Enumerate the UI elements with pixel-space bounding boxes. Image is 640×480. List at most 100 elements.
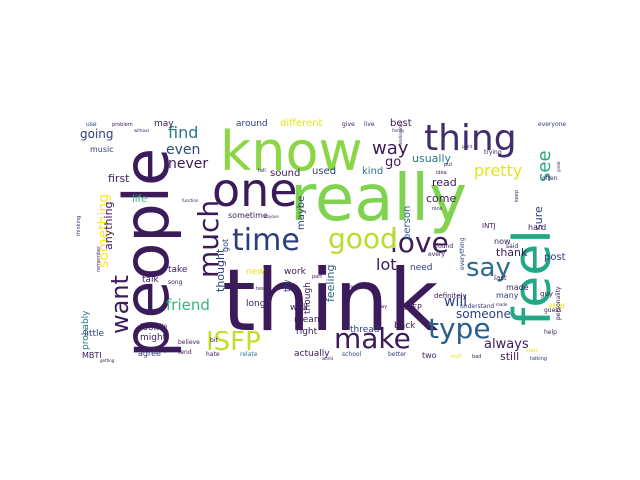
cloud-word-stuff: stuff xyxy=(450,354,462,360)
cloud-word-often: often xyxy=(542,175,558,182)
cloud-word-give: give xyxy=(342,121,355,128)
cloud-word-mbti: MBTI xyxy=(82,351,102,360)
cloud-word-feel: feel xyxy=(503,229,563,326)
cloud-word-see: see xyxy=(534,150,555,182)
cloud-word-tell: tell xyxy=(258,168,266,174)
cloud-word-kind: kind xyxy=(362,166,383,177)
cloud-word-go: go xyxy=(385,155,401,170)
cloud-word-family: family xyxy=(392,128,405,133)
cloud-word-quite: quite xyxy=(152,323,168,330)
cloud-word-tend: tend xyxy=(178,349,192,356)
cloud-word-made: made xyxy=(496,302,508,307)
cloud-word-take: take xyxy=(168,265,188,275)
cloud-word-friend: friend xyxy=(166,296,210,314)
cloud-word-enough: enough xyxy=(154,348,170,353)
cloud-word-guess: guess xyxy=(544,307,562,314)
cloud-word-thank: thank xyxy=(496,246,528,259)
cloud-word-test: test xyxy=(256,286,266,292)
cloud-word-right: right xyxy=(296,327,318,337)
cloud-word-talk: talk xyxy=(142,275,160,285)
cloud-word-now: now xyxy=(494,237,511,246)
cloud-word-put: put xyxy=(444,162,452,168)
cloud-word-well: well xyxy=(290,303,308,313)
cloud-word-anything: anything xyxy=(102,201,115,250)
cloud-word-even: even xyxy=(166,142,200,158)
cloud-word-use: use xyxy=(86,121,97,128)
cloud-word-always: always xyxy=(484,337,529,352)
cloud-word-probably: probably xyxy=(81,310,91,350)
cloud-word-live: live xyxy=(364,121,375,128)
cloud-word-getting: getting xyxy=(100,358,115,363)
cloud-word-guy: guy xyxy=(540,290,553,298)
cloud-word-maybe: maybe xyxy=(296,196,307,230)
cloud-word-function: function xyxy=(182,198,199,203)
cloud-word-first: first xyxy=(108,172,130,185)
cloud-word-day: day xyxy=(378,304,387,310)
cloud-word-music: music xyxy=(90,145,114,154)
cloud-word-back: back xyxy=(394,321,416,331)
cloud-word-usually: usually xyxy=(412,152,452,165)
cloud-word-everyone: everyone xyxy=(538,121,566,128)
cloud-word-someone: someone xyxy=(456,307,511,321)
cloud-word-got: got xyxy=(221,239,230,252)
cloud-word-want: want xyxy=(106,275,134,334)
cloud-word-thread: thread xyxy=(350,325,380,335)
cloud-word-hard: hard xyxy=(528,223,546,232)
cloud-word-relate: relate xyxy=(240,351,258,358)
cloud-word-intj: INTJ xyxy=(482,222,496,230)
cloud-word-people: people xyxy=(110,148,183,358)
cloud-word-say: say xyxy=(466,253,511,283)
cloud-word-bad: bad xyxy=(472,354,481,360)
cloud-word-thought: thought xyxy=(214,248,227,292)
cloud-word-remember: remember xyxy=(96,245,102,272)
cloud-word-said: said xyxy=(506,243,518,250)
cloud-word-understand: understand xyxy=(460,303,495,310)
cloud-word-really: really xyxy=(290,162,467,236)
word-cloud-frame: think really people know one feel thing time lov… xyxy=(72,112,575,365)
cloud-word-time: time xyxy=(232,223,300,258)
cloud-word-agree: agree xyxy=(138,349,161,358)
cloud-word-much: much xyxy=(192,200,225,278)
cloud-word-everything: everything xyxy=(459,237,466,270)
cloud-word-actually: actually xyxy=(294,349,330,359)
cloud-word-best: best xyxy=(390,118,412,129)
cloud-word-life: life xyxy=(132,194,147,205)
cloud-word-without: without xyxy=(134,128,149,133)
cloud-word-infp: INFP xyxy=(404,303,422,312)
cloud-word-find: find xyxy=(168,123,198,142)
cloud-word-school: school xyxy=(342,351,362,358)
cloud-word-song: song xyxy=(168,279,183,286)
cloud-word-good: good xyxy=(328,222,398,255)
cloud-word-may: may xyxy=(154,119,174,129)
cloud-word-sure: sure xyxy=(532,206,545,230)
cloud-word-work: work xyxy=(284,267,307,277)
cloud-word-type: type xyxy=(428,312,491,345)
cloud-word-different: different xyxy=(280,118,323,129)
cloud-word-year: year xyxy=(548,301,567,310)
cloud-word-little: little xyxy=(84,329,105,339)
cloud-word-last: last xyxy=(494,274,507,282)
cloud-word-mean: mean xyxy=(294,315,320,325)
cloud-word-many: many xyxy=(496,291,519,300)
cloud-word-trying: trying xyxy=(484,149,502,156)
cloud-word-made: made xyxy=(506,283,529,292)
cloud-word-better: better xyxy=(388,351,407,358)
cloud-word-world: world xyxy=(322,356,333,361)
cloud-word-anyone: anyone xyxy=(264,214,279,219)
cloud-word-know: know xyxy=(220,120,363,183)
cloud-word-feeling: feeling xyxy=(324,265,337,302)
cloud-word-sometime: sometime xyxy=(228,211,268,220)
cloud-word-definitely: definitely xyxy=(434,292,467,300)
cloud-word-read: read xyxy=(432,176,457,189)
cloud-word-never: never xyxy=(168,156,208,172)
cloud-word-help: help xyxy=(544,329,557,336)
cloud-word-idea: idea xyxy=(436,170,447,176)
cloud-word-personality: personality xyxy=(555,286,562,320)
cloud-word-post: post xyxy=(544,252,566,263)
cloud-word-keep: keep xyxy=(514,190,520,202)
cloud-word-sound: sound xyxy=(270,168,300,179)
cloud-word-love: love xyxy=(390,226,449,259)
cloud-word-part: part xyxy=(312,274,322,280)
cloud-word-try: try xyxy=(283,279,293,292)
